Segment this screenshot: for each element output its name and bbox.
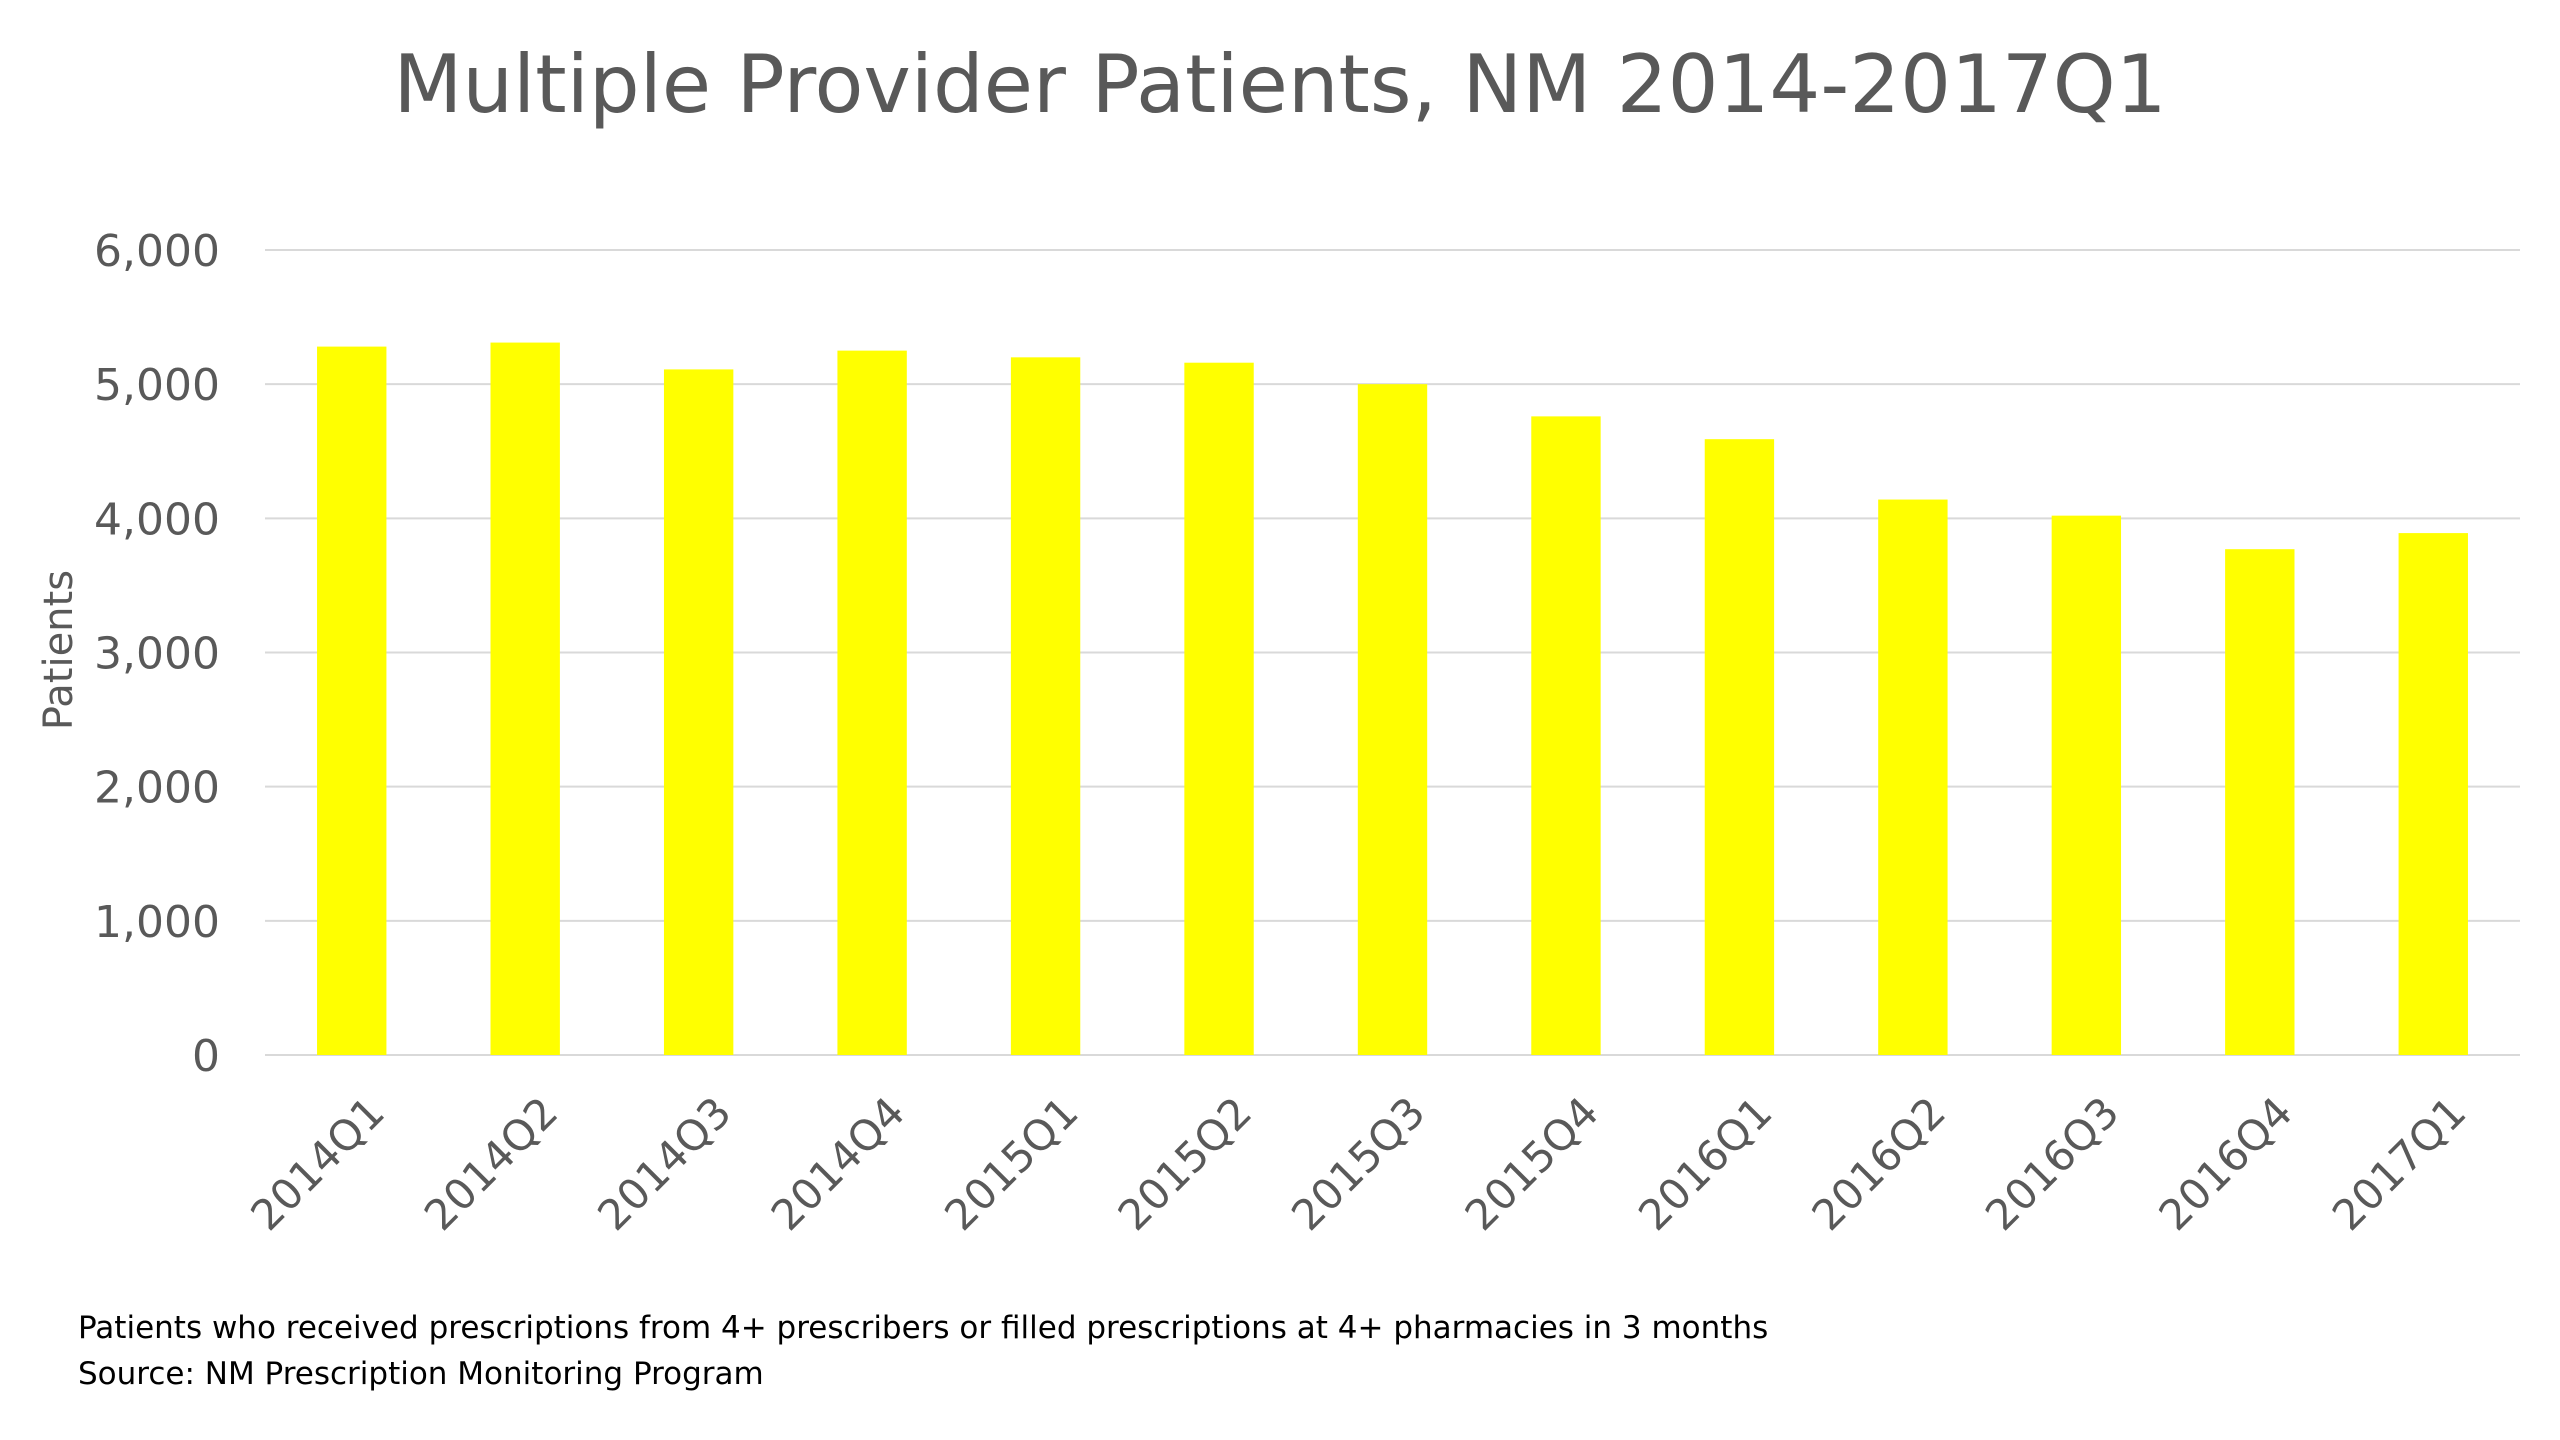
bar-2014Q2 bbox=[490, 342, 560, 1055]
bar-2016Q2 bbox=[1878, 499, 1948, 1055]
x-tick-label: 2014Q1 bbox=[241, 1087, 394, 1240]
y-axis-label: Patients bbox=[36, 570, 82, 730]
y-tick-label: 6,000 bbox=[94, 226, 220, 277]
chart-title: Multiple Provider Patients, NM 2014-2017… bbox=[393, 38, 2167, 131]
x-tick-label: 2015Q3 bbox=[1282, 1087, 1435, 1240]
x-tick-label: 2016Q3 bbox=[1976, 1087, 2129, 1240]
x-tick-label: 2017Q1 bbox=[2323, 1087, 2476, 1240]
x-tick-label: 2016Q2 bbox=[1802, 1087, 1955, 1240]
y-axis-ticks: 0 1,000 2,000 3,000 4,000 5,000 6,000 bbox=[94, 226, 220, 1082]
x-tick-label: 2014Q2 bbox=[415, 1087, 568, 1240]
x-tick-label: 2015Q4 bbox=[1456, 1087, 1609, 1240]
footnote-source: Source: NM Prescription Monitoring Progr… bbox=[78, 1356, 764, 1392]
y-tick-label: 5,000 bbox=[94, 360, 220, 411]
bar-2016Q1 bbox=[1704, 439, 1775, 1055]
x-tick-label: 2016Q1 bbox=[1629, 1087, 1782, 1240]
bar-2015Q4 bbox=[1531, 416, 1601, 1055]
y-tick-label: 0 bbox=[192, 1031, 220, 1082]
x-tick-label: 2016Q4 bbox=[2149, 1087, 2302, 1240]
bar-2016Q4 bbox=[2225, 549, 2295, 1055]
x-tick-label: 2014Q4 bbox=[762, 1087, 915, 1240]
y-tick-label: 1,000 bbox=[94, 897, 220, 948]
bar-2014Q4 bbox=[837, 350, 907, 1055]
y-tick-label: 3,000 bbox=[94, 629, 220, 680]
bar-2015Q3 bbox=[1357, 384, 1428, 1056]
x-tick-label: 2015Q1 bbox=[935, 1087, 1088, 1240]
bar-2016Q3 bbox=[2051, 515, 2122, 1055]
footnote-definition: Patients who received prescriptions from… bbox=[78, 1310, 1769, 1346]
x-tick-label: 2014Q3 bbox=[588, 1087, 741, 1240]
x-axis-ticks: 2014Q1 2014Q2 2014Q3 2014Q4 2015Q1 2015Q2 2015… bbox=[241, 1087, 2475, 1240]
bar-2014Q1 bbox=[317, 346, 387, 1056]
bar-2017Q1 bbox=[2398, 533, 2468, 1055]
y-tick-label: 4,000 bbox=[94, 494, 220, 545]
x-tick-label: 2015Q2 bbox=[1109, 1087, 1262, 1240]
bar-2014Q3 bbox=[663, 369, 734, 1055]
y-tick-label: 2,000 bbox=[94, 763, 220, 814]
bar-2015Q1 bbox=[1010, 357, 1081, 1055]
bars bbox=[317, 342, 2468, 1056]
bar-2015Q2 bbox=[1184, 362, 1254, 1055]
